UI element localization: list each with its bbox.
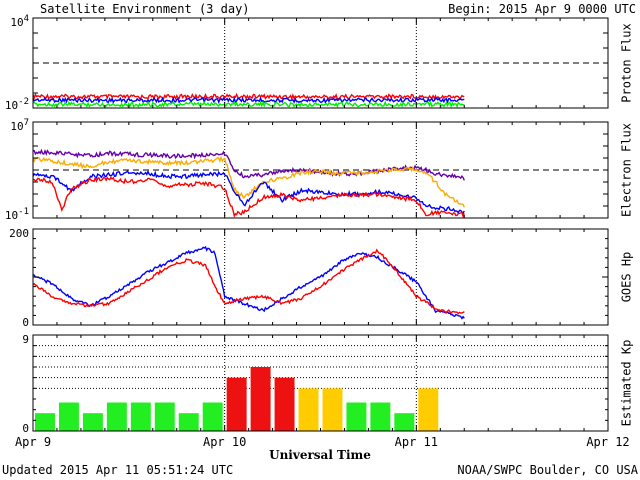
- data-layer: [33, 92, 465, 108]
- series-line-3: [33, 175, 465, 218]
- kp-bar: [202, 402, 223, 431]
- kp-bar: [418, 388, 439, 431]
- proton-flux-frame: [32, 17, 609, 109]
- x-tick-label: Apr 10: [203, 435, 246, 449]
- kp-bar: [82, 413, 103, 431]
- kp-bar: [35, 413, 55, 431]
- kp-bar: [226, 377, 247, 431]
- kp-bar: [370, 402, 391, 431]
- estimated-kp-ylabel: Estimated Kp: [620, 340, 634, 427]
- y-tick-label-top: 9: [22, 333, 29, 346]
- proton-flux-ylabel: Proton Flux: [620, 23, 634, 102]
- series-line-1: [33, 248, 465, 315]
- electron-flux-ylabel: Electron Flux: [620, 123, 634, 217]
- series-line-2: [33, 169, 465, 215]
- y-tick-label-top: 104: [10, 14, 29, 29]
- begin-time: Begin: 2015 Apr 9 0000 UTC: [448, 2, 636, 16]
- x-tick-label: Apr 9: [15, 435, 51, 449]
- kp-bar: [106, 402, 127, 431]
- y-tick-label-bottom: 10-2: [5, 97, 29, 112]
- y-tick-label-top: 200: [9, 227, 29, 240]
- goes-hp-ylabel: GOES Hp: [620, 252, 634, 303]
- x-axis-label: Universal Time: [269, 448, 371, 462]
- data-layer: [35, 367, 439, 431]
- kp-bar: [274, 377, 295, 431]
- goes-hp-panel: 200 0 GOES Hp: [9, 227, 633, 329]
- kp-bar: [322, 388, 343, 431]
- kp-bar: [58, 402, 79, 431]
- series-line-0: [33, 245, 465, 320]
- y-tick-label-bottom: 10-1: [5, 207, 29, 222]
- x-tick-label: Apr 12: [586, 435, 629, 449]
- kp-bar: [298, 388, 319, 431]
- chart-title: Satellite Environment (3 day): [40, 2, 250, 16]
- credit: NOAA/SWPC Boulder, CO USA: [457, 463, 638, 477]
- kp-bar: [346, 402, 367, 431]
- x-tick-label: Apr 11: [395, 435, 438, 449]
- kp-bar: [394, 413, 415, 431]
- kp-bar: [178, 413, 199, 431]
- proton-flux-panel: 104 10-2 Proton Flux: [5, 14, 634, 112]
- kp-bar: [250, 367, 271, 431]
- y-tick-label-bottom: 0: [22, 422, 29, 435]
- series-line-1: [33, 96, 465, 105]
- series-line-1: [33, 155, 465, 208]
- data-layer: [33, 148, 465, 218]
- kp-bar: [130, 402, 151, 431]
- estimated-kp-panel: 9 0 Estimated Kp Apr 9 Apr 10 Apr 11 Apr 12: [15, 333, 634, 449]
- chart-panels: 104 10-2 Proton Flux 107 10-1 Electron Flux 20…: [5, 14, 634, 449]
- updated-time: Updated 2015 Apr 11 05:51:24 UTC: [2, 463, 233, 477]
- y-tick-label-top: 107: [10, 118, 29, 133]
- y-tick-label-bottom: 0: [22, 316, 29, 329]
- kp-bar: [154, 402, 175, 431]
- electron-flux-panel: 107 10-1 Electron Flux: [5, 118, 634, 222]
- data-layer: [33, 245, 465, 320]
